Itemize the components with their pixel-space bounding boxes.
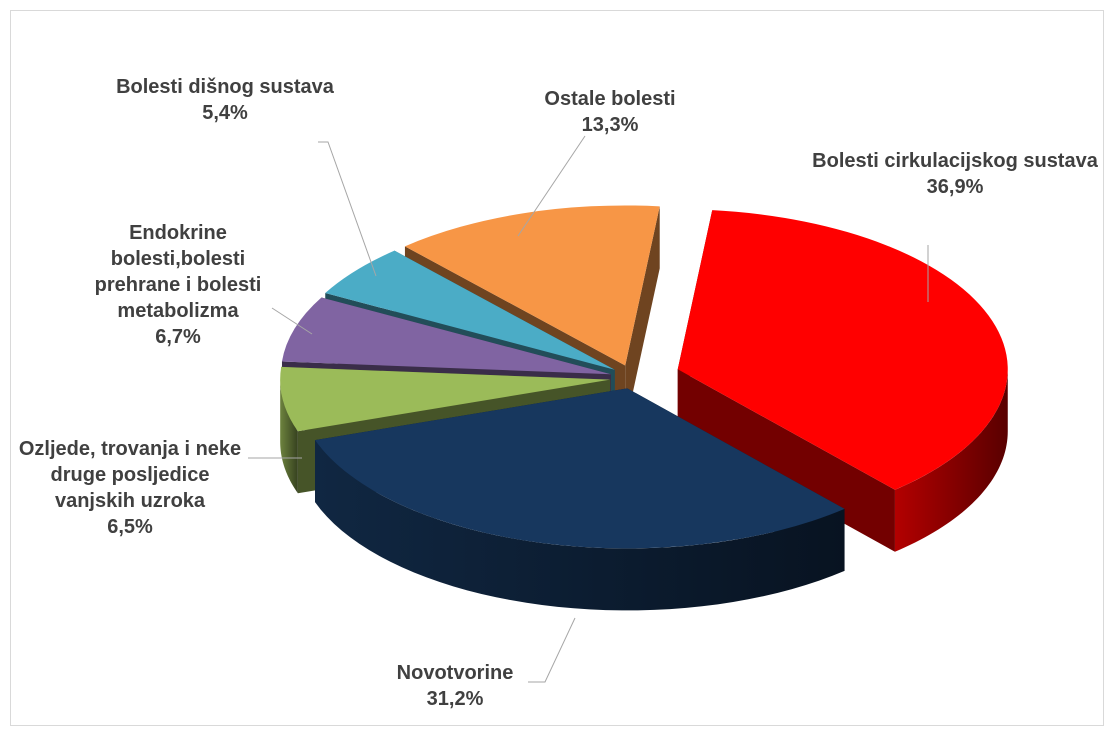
value-label: 31,2%: [426, 688, 484, 710]
data-label: Endokrine bolesti,bolesti prehrane i bol…: [73, 220, 283, 350]
category-label: Ostale bolesti: [544, 88, 676, 110]
data-label: Bolesti dišnog sustava 5,4%: [60, 74, 390, 126]
category-label: Bolesti cirkulacijskog sustava: [812, 150, 1098, 172]
slice-side: [625, 206, 660, 428]
slice-wall: [280, 379, 298, 494]
slice: [404, 205, 660, 366]
data-label: Ostale bolesti 13,3%: [510, 86, 710, 138]
data-label: Novotvorine 31,2%: [355, 660, 555, 712]
value-label: 6,7%: [155, 326, 201, 348]
data-label: Ozljede, trovanja i neke druge posljedic…: [10, 436, 250, 540]
value-label: 6,5%: [107, 516, 153, 538]
slice: [280, 366, 611, 432]
slice-wall: [894, 369, 1008, 552]
leader-line: [318, 141, 377, 277]
slice: [315, 388, 845, 549]
slice-group: [677, 210, 1008, 552]
chart-frame: [10, 10, 1104, 726]
slice: [281, 297, 611, 375]
value-label: 13,3%: [581, 114, 639, 136]
slice: [325, 250, 615, 370]
category-label: Bolesti dišnog sustava: [116, 76, 334, 98]
slice-group: [315, 388, 845, 611]
slice: [677, 210, 1008, 490]
leader-line: [271, 307, 313, 335]
category-label: Novotvorine: [396, 662, 514, 684]
category-label: Ozljede, trovanja i neke druge posljedic…: [18, 438, 242, 512]
category-label: Endokrine bolesti,bolesti prehrane i bol…: [94, 222, 262, 322]
value-label: 36,9%: [926, 176, 984, 198]
leader-line: [528, 617, 576, 683]
slice-wall: [315, 440, 845, 611]
data-label: Bolesti cirkulacijskog sustava 36,9%: [810, 148, 1100, 200]
leader-line: [517, 135, 586, 237]
value-label: 5,4%: [202, 102, 248, 124]
slice-side: [677, 369, 895, 552]
